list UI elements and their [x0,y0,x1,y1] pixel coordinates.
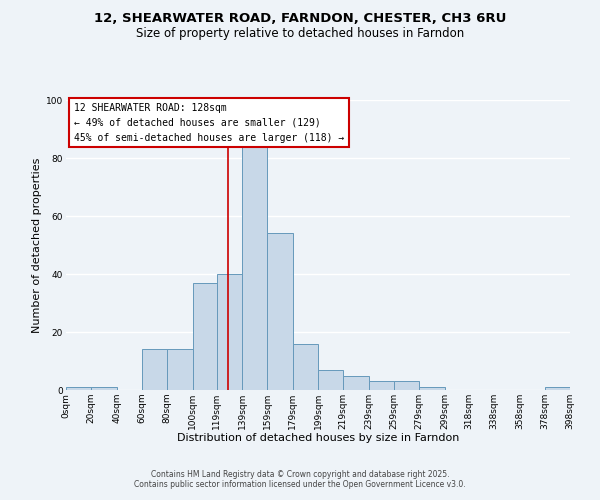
Text: 12, SHEARWATER ROAD, FARNDON, CHESTER, CH3 6RU: 12, SHEARWATER ROAD, FARNDON, CHESTER, C… [94,12,506,26]
Bar [368,382,394,390]
Text: Contains HM Land Registry data © Crown copyright and database right 2025.: Contains HM Land Registry data © Crown c… [151,470,449,479]
Bar [293,344,318,390]
Bar [318,370,343,390]
Bar [66,387,91,390]
Bar [142,350,167,390]
Text: Contains public sector information licensed under the Open Government Licence v3: Contains public sector information licen… [134,480,466,489]
Y-axis label: Number of detached properties: Number of detached properties [32,158,42,332]
Bar [545,387,570,390]
Bar [193,282,217,390]
Text: 12 SHEARWATER ROAD: 128sqm
← 49% of detached houses are smaller (129)
45% of sem: 12 SHEARWATER ROAD: 128sqm ← 49% of deta… [74,103,344,142]
Bar [419,387,445,390]
Bar [217,274,242,390]
Bar [343,376,368,390]
Bar [242,146,268,390]
Bar [167,350,193,390]
Bar [394,382,419,390]
X-axis label: Distribution of detached houses by size in Farndon: Distribution of detached houses by size … [177,434,459,444]
Bar [91,387,116,390]
Text: Size of property relative to detached houses in Farndon: Size of property relative to detached ho… [136,28,464,40]
Bar [268,234,293,390]
